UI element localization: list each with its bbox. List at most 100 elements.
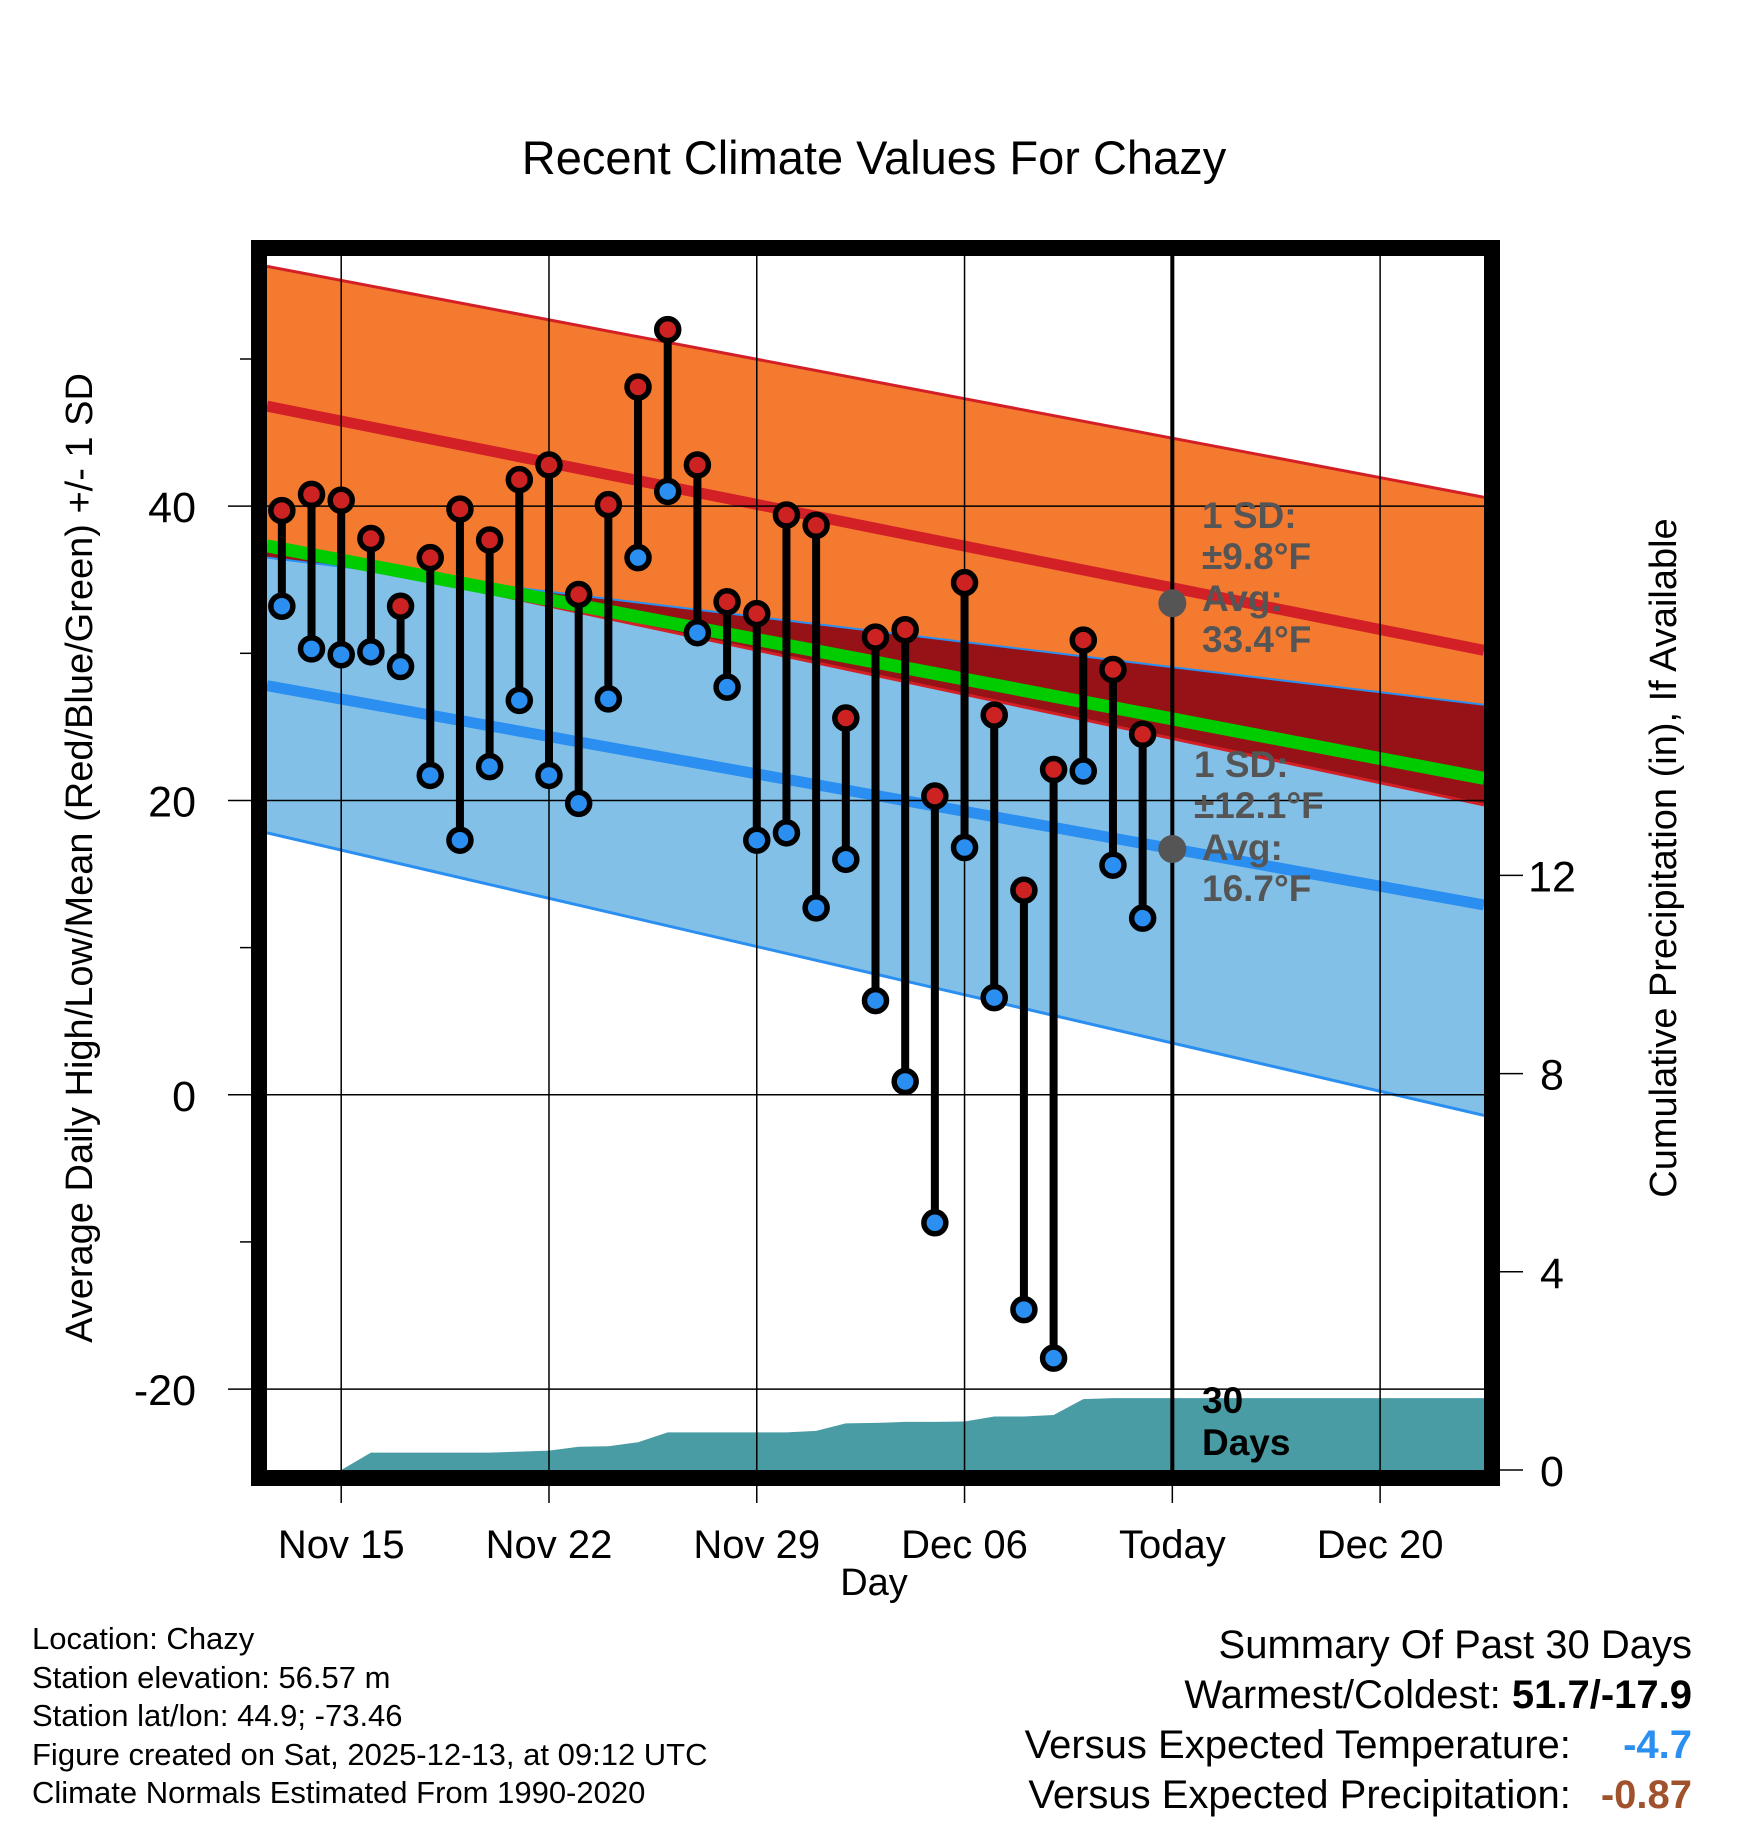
daily-high-point bbox=[564, 580, 593, 609]
x-tick-label: Today bbox=[1119, 1523, 1226, 1567]
latlon-text: Station lat/lon: 44.9; -73.46 bbox=[32, 1698, 403, 1733]
normals-note-text: Climate Normals Estimated From 1990-2020 bbox=[32, 1775, 646, 1810]
daily-high-point bbox=[327, 486, 355, 515]
daily-high-point bbox=[386, 592, 415, 620]
high-avg-value: 33.4°F bbox=[1202, 619, 1311, 660]
daily-low-point bbox=[1010, 1295, 1038, 1324]
daily-low-point bbox=[1128, 904, 1157, 932]
daily-low-point bbox=[624, 543, 652, 572]
x-tick-label: Dec 20 bbox=[1317, 1523, 1444, 1567]
daily-low-point bbox=[1069, 757, 1098, 785]
daily-low-point bbox=[980, 983, 1008, 1012]
days-label: Days bbox=[1202, 1422, 1290, 1463]
precipitation-area bbox=[267, 1398, 1484, 1470]
daily-high-point bbox=[475, 526, 504, 554]
precip-compare-row: Versus Expected Precipitation: -0.87 bbox=[1025, 1770, 1692, 1820]
daily-high-point bbox=[1039, 755, 1068, 784]
daily-high-point bbox=[1128, 720, 1157, 748]
daily-high-point bbox=[297, 480, 326, 509]
daily-low-point bbox=[772, 819, 801, 847]
y-tick-label: 0 bbox=[172, 1073, 196, 1121]
summary-title: Summary Of Past 30 Days bbox=[1218, 1623, 1692, 1667]
high-sd-value: ±9.8°F bbox=[1202, 536, 1311, 577]
daily-high-point bbox=[802, 511, 830, 540]
daily-high-point bbox=[861, 623, 890, 651]
daily-low-point bbox=[297, 635, 326, 663]
daily-low-point bbox=[327, 641, 355, 669]
daily-high-point bbox=[921, 782, 949, 810]
daily-low-point bbox=[653, 477, 682, 506]
y-tick-label: 20 bbox=[148, 778, 196, 826]
daily-high-point bbox=[1099, 655, 1127, 684]
warmest-coldest-label: Warmest/Coldest: bbox=[1184, 1673, 1501, 1717]
daily-low-point bbox=[535, 761, 563, 790]
x-tick-label: Dec 06 bbox=[901, 1523, 1028, 1567]
x-tick-label: Nov 29 bbox=[693, 1523, 820, 1567]
temp-compare-row: Versus Expected Temperature: -4.7 bbox=[1025, 1720, 1692, 1770]
daily-low-point bbox=[713, 673, 741, 701]
y-tick-label: 40 bbox=[148, 484, 196, 532]
daily-low-point bbox=[357, 638, 385, 666]
warmest-coldest-row: Warmest/Coldest: 51.7/-17.9 bbox=[1025, 1670, 1692, 1720]
daily-high-point bbox=[505, 465, 534, 494]
daily-high-point bbox=[624, 373, 652, 401]
daily-high-point bbox=[832, 704, 860, 732]
daily-high-point bbox=[416, 543, 445, 572]
location-text: Location: Chazy bbox=[32, 1621, 255, 1656]
daily-low-point bbox=[475, 752, 504, 781]
daily-low-point bbox=[416, 761, 445, 790]
precip-compare-label: Versus Expected Precipitation: bbox=[1028, 1773, 1571, 1817]
daily-low-point bbox=[446, 826, 474, 854]
daily-low-point bbox=[743, 826, 771, 854]
high-upper-line bbox=[267, 264, 1484, 499]
y2-tick-label: 0 bbox=[1540, 1448, 1564, 1496]
daily-high-point bbox=[950, 568, 979, 597]
daily-low-point bbox=[683, 618, 712, 647]
warmest-coldest-value: 51.7/-17.9 bbox=[1511, 1673, 1692, 1717]
daily-high-point bbox=[772, 501, 801, 529]
x-axis-label: Day bbox=[840, 1562, 908, 1604]
daily-high-point bbox=[891, 616, 919, 644]
daily-high-point bbox=[535, 451, 563, 479]
days-count: 30 bbox=[1202, 1380, 1243, 1421]
daily-low-point bbox=[1039, 1344, 1068, 1372]
daily-low-point bbox=[891, 1067, 919, 1096]
daily-low-point bbox=[564, 789, 593, 818]
high-average-marker bbox=[1158, 589, 1187, 618]
daily-low-point bbox=[594, 685, 623, 713]
daily-low-point bbox=[268, 592, 296, 620]
low-average-marker bbox=[1158, 835, 1187, 864]
daily-high-point bbox=[713, 588, 741, 616]
daily-low-point bbox=[832, 845, 860, 874]
high-avg-label: Avg: bbox=[1202, 578, 1283, 619]
y2-tick-label: 4 bbox=[1540, 1250, 1564, 1298]
daily-low-point bbox=[921, 1209, 949, 1237]
station-info: Location: Chazy Station elevation: 56.57… bbox=[32, 1620, 708, 1813]
daily-low-point bbox=[505, 686, 534, 715]
daily-low-point bbox=[861, 986, 890, 1015]
daily-low-point bbox=[950, 833, 979, 862]
low-avg-label: Avg: bbox=[1202, 827, 1283, 868]
daily-high-point bbox=[357, 524, 385, 553]
low-avg-value: 16.7°F bbox=[1202, 868, 1311, 909]
daily-high-point bbox=[980, 701, 1008, 729]
daily-low-point bbox=[1099, 851, 1127, 879]
climate-chart: Recent Climate Values For Chazy -2002040… bbox=[59, 131, 1685, 1604]
daily-high-point bbox=[653, 315, 682, 344]
daily-low-point bbox=[802, 894, 830, 922]
high-sd-label: 1 SD: bbox=[1202, 495, 1297, 536]
x-tick-label: Nov 15 bbox=[278, 1523, 405, 1567]
daily-high-point bbox=[446, 495, 474, 523]
daily-high-point bbox=[1010, 876, 1038, 904]
low-sd-label: 1 SD: bbox=[1194, 744, 1289, 785]
summary-panel: Summary Of Past 30 Days Warmest/Coldest:… bbox=[1025, 1620, 1692, 1820]
low-sd-value: ±12.1°F bbox=[1194, 785, 1324, 826]
y2-axis-label: Cumulative Precipitation (in), If Availa… bbox=[1643, 518, 1685, 1197]
daily-low-point bbox=[386, 652, 415, 681]
plot-frame bbox=[251, 240, 1500, 1486]
precip-compare-value: -0.87 bbox=[1600, 1773, 1692, 1817]
daily-high-point bbox=[1069, 626, 1098, 654]
created-text: Figure created on Sat, 2025-12-13, at 09… bbox=[32, 1736, 708, 1772]
high-average-line bbox=[267, 400, 1484, 656]
y2-tick-label: 12 bbox=[1528, 853, 1576, 901]
